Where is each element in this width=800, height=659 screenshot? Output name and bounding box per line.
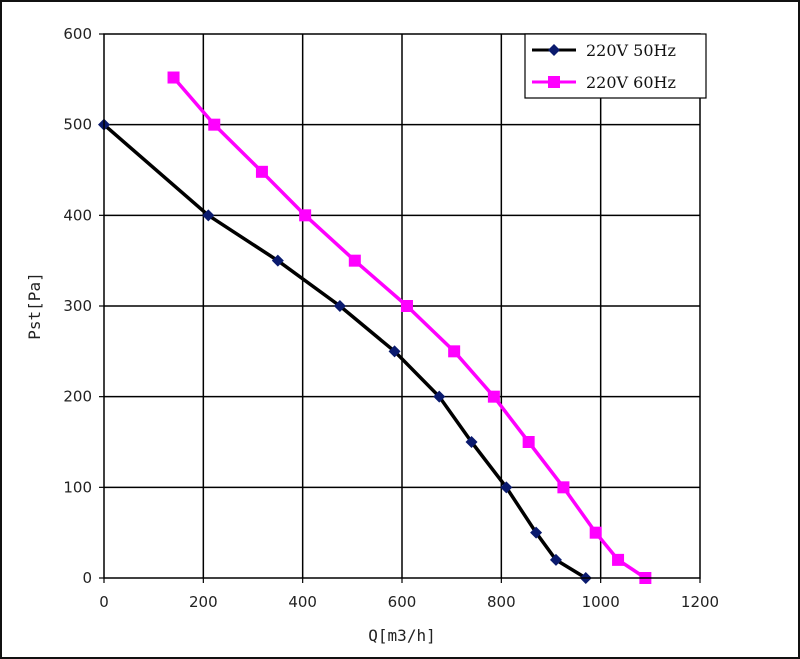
x-tick-label: 1200 [681,593,719,611]
y-tick-label: 0 [82,569,92,587]
x-tick-label: 400 [288,593,317,611]
y-axis-title: Pst[Pa] [25,272,44,339]
y-tick-label: 600 [63,25,92,43]
series-point [400,300,413,312]
series-point [271,254,284,267]
series-line-0 [102,123,587,580]
legend: 220V 50Hz 220V 60Hz [524,33,707,99]
x-tick-label: 800 [487,593,516,611]
series-point [333,300,346,312]
plot-border [103,33,701,579]
series-point [388,345,401,358]
legend-marker-50hz [548,44,560,56]
series-point [167,71,180,84]
series-point [487,390,500,403]
x-tick-label: 0 [99,593,109,611]
y-tick-label: 500 [63,116,92,134]
legend-marker-60hz [548,76,560,88]
series-point [255,165,268,178]
series-point [500,481,513,494]
y-tick-label: 400 [63,206,92,224]
series-point [299,209,312,222]
x-tick-label: 1000 [582,593,620,611]
series-point [589,526,602,539]
series-point [522,436,535,448]
series-point [208,118,221,131]
x-tick-label: 200 [189,593,218,611]
y-tick-label: 100 [63,478,92,496]
tick-labels: 0 200 400 600 800 1000 1200 0 100 200 300 400 500 600 [63,25,719,611]
series-point [202,209,215,222]
series-point [433,390,446,403]
series-layer [98,71,652,584]
series-point [348,254,361,267]
legend-label-50hz: 220V 50Hz [586,41,676,60]
series-line-1 [172,76,647,580]
y-tick-label: 200 [63,388,92,406]
grid-lines [99,33,701,583]
series-point [612,553,625,566]
y-tick-label: 300 [63,297,92,315]
series-point [557,481,570,494]
series-point [530,526,543,539]
series-point [549,553,562,566]
legend-label-60hz: 220V 60Hz [586,73,676,92]
series-point [448,345,461,358]
x-axis-title: Q[m3/h] [368,626,435,645]
series-point [465,436,478,448]
x-tick-label: 600 [388,593,417,611]
